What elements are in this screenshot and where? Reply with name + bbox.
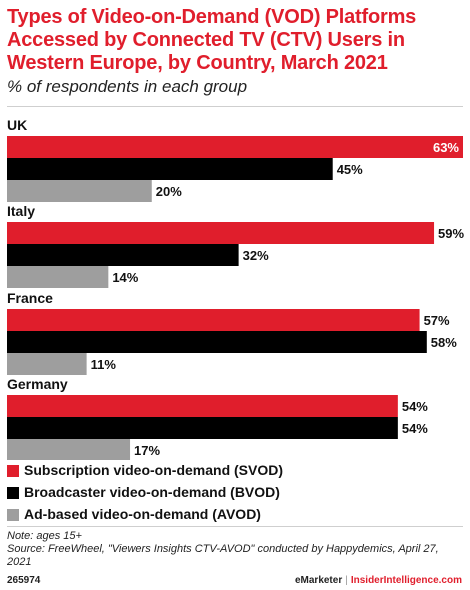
brand-separator: | <box>345 575 348 586</box>
data-label-germany-2: 17% <box>134 443 160 458</box>
data-label-italy-0: 59% <box>438 226 464 241</box>
chart-title: Types of Video-on-Demand (VOD) Platforms… <box>7 6 417 74</box>
chart-subtitle: % of respondents in each group <box>7 77 248 96</box>
category-label-italy: Italy <box>7 203 35 219</box>
data-label-uk-0: 63% <box>433 140 459 155</box>
bar-france-2 <box>7 353 87 375</box>
bar-italy-1 <box>7 244 239 266</box>
top-divider <box>7 106 463 107</box>
legend-label-svod: Subscription video-on-demand (SVOD) <box>24 462 284 478</box>
data-label-germany-1: 54% <box>402 421 428 436</box>
data-label-germany-0: 54% <box>402 399 428 414</box>
bar-germany-1 <box>7 417 398 439</box>
note-text: Note: ages 15+ <box>7 530 82 542</box>
bar-germany-2 <box>7 439 131 460</box>
brand-site: InsiderIntelligence.com <box>350 575 462 586</box>
bar-france-1 <box>7 331 427 353</box>
data-label-france-0: 57% <box>424 313 450 328</box>
legend-swatch-svod <box>7 465 19 477</box>
bar-uk-2 <box>7 180 152 202</box>
bar-uk-0 <box>7 136 463 158</box>
bar-italy-0 <box>7 222 435 244</box>
category-label-germany: Germany <box>7 376 68 392</box>
bar-germany-0 <box>7 395 398 417</box>
data-label-uk-1: 45% <box>337 162 363 177</box>
category-label-france: France <box>7 290 53 306</box>
legend-label-bvod: Broadcaster video-on-demand (BVOD) <box>24 484 280 500</box>
notes: Note: ages 15+ Source: FreeWheel, "Viewe… <box>7 530 462 569</box>
chart-id: 265974 <box>7 575 41 586</box>
footer-brand: eMarketer | InsiderIntelligence.com <box>295 575 462 586</box>
legend-label-avod: Ad-based video-on-demand (AVOD) <box>24 506 261 522</box>
bar-uk-1 <box>7 158 333 180</box>
data-label-france-2: 11% <box>91 357 117 372</box>
legend-swatch-bvod <box>7 487 19 499</box>
bar-france-0 <box>7 309 420 331</box>
source-text: Source: FreeWheel, "Viewers Insights CTV… <box>7 543 439 568</box>
data-label-uk-2: 20% <box>156 184 182 199</box>
brand-name: eMarketer <box>294 575 343 586</box>
bar-chart: UK 63% 45% 20% Italy 59% 32% 14% France 57% 58% 11%… <box>7 117 465 460</box>
legend-swatch-avod <box>7 509 19 521</box>
category-label-uk: UK <box>7 117 27 133</box>
data-label-italy-1: 32% <box>243 248 269 263</box>
data-label-france-1: 58% <box>431 335 457 350</box>
data-label-italy-2: 14% <box>112 270 138 285</box>
bar-italy-2 <box>7 266 109 288</box>
notes-divider <box>7 526 463 527</box>
